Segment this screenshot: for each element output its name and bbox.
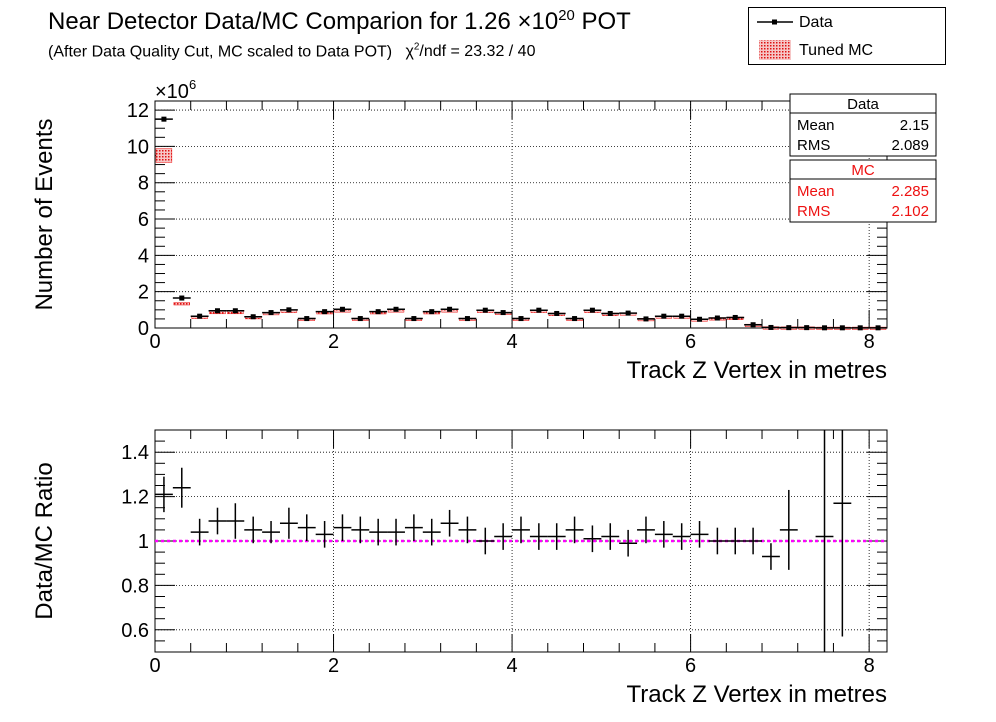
- stats-box-mc-title: MC: [851, 162, 874, 179]
- legend-item-data: Data: [749, 8, 945, 36]
- data-point: [518, 316, 524, 322]
- top-xtick-label: 0: [149, 331, 160, 353]
- main-title: Near Detector Data/MC Comparion for 1.26…: [48, 8, 631, 35]
- bottom-ytick-label: 1: [138, 531, 149, 553]
- mc-bar: [155, 148, 173, 163]
- top-ytick-label: 10: [127, 136, 149, 158]
- top-xtick-label: 4: [507, 331, 518, 353]
- legend-item-mc: Tuned MC: [749, 36, 945, 64]
- data-point: [357, 316, 363, 322]
- stats-box-data-mean-label: Mean: [797, 117, 835, 134]
- data-point: [268, 310, 274, 316]
- data-point: [429, 309, 435, 315]
- data-point: [322, 309, 328, 315]
- data-point: [393, 306, 399, 312]
- top-ytick-label: 0: [138, 318, 149, 340]
- data-point: [714, 315, 720, 321]
- top-xtick-label: 8: [864, 331, 875, 353]
- data-point: [750, 322, 756, 328]
- data-point: [179, 295, 185, 301]
- data-point: [822, 325, 828, 331]
- data-point: [643, 316, 649, 322]
- bottom-panel: 0 2 4 6 8 0.6 0.8 1 1.2 1.4 Track Z Vertex in metr…: [31, 429, 888, 708]
- bottom-ytick-label: 0.8: [121, 575, 149, 597]
- bottom-xtick-label: 2: [328, 655, 339, 677]
- top-frame: [154, 100, 888, 329]
- data-point: [679, 313, 685, 319]
- top-ytick-label: 12: [127, 100, 149, 122]
- data-point: [786, 325, 792, 331]
- stats-box-mc: MC Mean 2.285 RMS 2.102: [789, 159, 937, 223]
- data-point: [286, 307, 292, 313]
- stats-box-data-mean-value: 2.15: [900, 117, 929, 134]
- stats-box-mc-frame: [789, 159, 937, 223]
- subtitle: (After Data Quality Cut, MC scaled to Da…: [48, 42, 536, 61]
- data-point: [839, 325, 845, 331]
- chi2-label: χ2/ndf = 23.32 / 40: [405, 42, 536, 61]
- data-marker-icon: [757, 19, 793, 25]
- top-ytick-label: 6: [138, 209, 149, 231]
- data-point: [732, 314, 738, 320]
- data-point: [572, 316, 578, 322]
- mc-bar: [173, 302, 190, 306]
- top-ytick-label: 4: [138, 245, 149, 267]
- stats-box-mc-rms-label: RMS: [797, 203, 830, 220]
- stats-box-data: Data Mean 2.15 RMS 2.089: [789, 93, 937, 157]
- data-point: [250, 314, 256, 320]
- bottom-xlabel: Track Z Vertex in metres: [626, 681, 887, 708]
- data-point: [875, 325, 881, 331]
- top-xtick-label: 6: [685, 331, 696, 353]
- stats-box-data-rms-label: RMS: [797, 137, 830, 154]
- data-point: [500, 310, 506, 316]
- top-ytick-label: 8: [138, 173, 149, 195]
- data-point: [857, 325, 863, 331]
- data-point: [661, 313, 667, 319]
- bottom-ytick-label: 1.2: [121, 487, 149, 509]
- stats-box-data-title: Data: [847, 96, 879, 113]
- stats-box-data-rms-value: 2.089: [891, 137, 929, 154]
- data-point: [464, 316, 470, 322]
- top-xlabel: Track Z Vertex in metres: [626, 357, 887, 384]
- data-point: [304, 316, 310, 322]
- data-point: [161, 116, 167, 122]
- legend: Data Tuned MC: [748, 7, 946, 65]
- data-point: [607, 310, 613, 316]
- data-point: [214, 308, 220, 314]
- data-point: [447, 306, 453, 312]
- y-multiplier-exp: 6: [189, 77, 196, 92]
- mc-hatch-icon: [759, 40, 791, 60]
- y-multiplier: ×106: [155, 77, 196, 103]
- data-point: [339, 306, 345, 312]
- data-point: [536, 307, 542, 313]
- data-point: [197, 313, 203, 319]
- data-point: [375, 309, 381, 315]
- data-point: [589, 307, 595, 313]
- data-point: [625, 310, 631, 316]
- data-point: [482, 307, 488, 313]
- bottom-xtick-label: 4: [507, 655, 518, 677]
- top-xtick-label: 2: [328, 331, 339, 353]
- top-panel: 0 2 4 6 8 0 2 4 6 8 10 12 Track Z Vertex in metres Nu…: [31, 77, 888, 384]
- title-block: Near Detector Data/MC Comparion for 1.26…: [48, 8, 631, 61]
- data-point: [804, 325, 810, 331]
- top-ylabel: Number of Events: [31, 118, 58, 310]
- bottom-xtick-label: 0: [149, 655, 160, 677]
- data-point: [768, 324, 774, 330]
- bottom-ytick-label: 1.4: [121, 442, 149, 464]
- stats-box-data-frame: [789, 93, 937, 157]
- stats-box-mc-mean-value: 2.285: [891, 183, 929, 200]
- data-point: [232, 308, 238, 314]
- top-ytick-label: 2: [138, 282, 149, 304]
- bottom-xtick-label: 8: [864, 655, 875, 677]
- stats-box-mc-mean-label: Mean: [797, 183, 835, 200]
- stats-box-mc-rms-value: 2.102: [891, 203, 929, 220]
- data-point: [697, 316, 703, 322]
- data-point: [554, 310, 560, 316]
- bottom-ytick-label: 0.6: [121, 620, 149, 642]
- bottom-ylabel: Data/MC Ratio: [31, 462, 58, 619]
- data-point: [411, 316, 417, 322]
- bottom-xtick-label: 6: [685, 655, 696, 677]
